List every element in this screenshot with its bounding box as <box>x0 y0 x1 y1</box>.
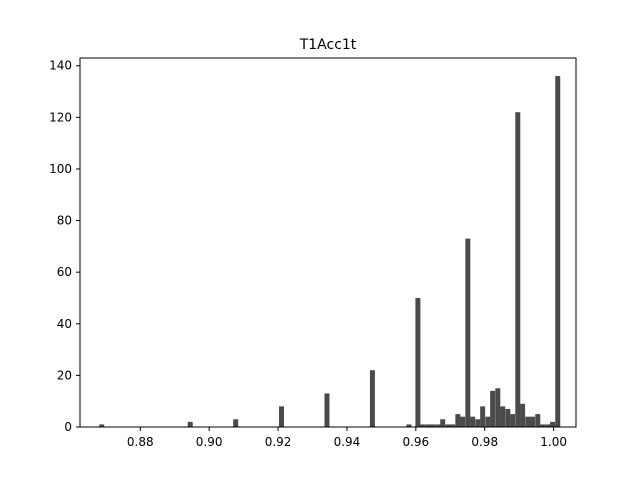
histogram-bar <box>460 416 466 427</box>
histogram-bar <box>485 416 491 427</box>
histogram-bar <box>279 406 284 427</box>
x-tick-label: 0.92 <box>265 435 292 449</box>
histogram-bar <box>415 297 421 427</box>
x-tick-label: 0.94 <box>334 435 361 449</box>
histogram-bar <box>475 419 481 427</box>
y-axis-ticks: 0 20 40 60 80 100 120 140 <box>49 59 80 434</box>
histogram-bar <box>99 424 105 427</box>
histogram-bar <box>525 416 531 427</box>
histogram-bar <box>324 393 330 427</box>
histogram-bar <box>470 416 476 427</box>
x-axis-ticks: 0.88 0.90 0.92 0.94 0.96 0.98 1.00 <box>127 427 567 449</box>
histogram-bar <box>369 370 375 427</box>
histogram-bar <box>233 419 239 427</box>
histogram-bar <box>480 406 486 427</box>
x-tick-label: 0.98 <box>471 435 498 449</box>
histogram-bar <box>450 424 456 427</box>
chart-title: T1Acc1t <box>299 37 357 53</box>
x-tick-label: 0.90 <box>196 435 223 449</box>
histogram-bar <box>510 414 516 427</box>
x-tick-label: 0.88 <box>127 435 154 449</box>
x-tick-label: 0.96 <box>402 435 429 449</box>
y-tick-label: 60 <box>57 265 72 279</box>
y-tick-label: 20 <box>57 368 72 382</box>
y-tick-label: 140 <box>49 59 72 73</box>
histogram-bar <box>530 416 536 427</box>
histogram-bar <box>420 424 426 427</box>
histogram-bar <box>505 408 511 427</box>
y-tick-label: 100 <box>49 162 72 176</box>
histogram-bar <box>425 424 431 427</box>
y-tick-label: 80 <box>57 214 72 228</box>
y-tick-label: 40 <box>57 317 72 331</box>
histogram-bar <box>490 390 496 427</box>
histogram-bar <box>535 414 541 427</box>
histogram-bar <box>520 403 526 427</box>
histogram-bar <box>406 424 412 427</box>
histogram-bar <box>540 424 546 427</box>
histogram-bar <box>552 424 558 427</box>
histogram-bar <box>550 421 556 427</box>
histogram-bar <box>495 388 501 427</box>
histogram-bar <box>555 76 561 427</box>
x-tick-label: 1.00 <box>540 435 567 449</box>
histogram-bar <box>455 414 461 427</box>
y-tick-label: 0 <box>64 420 72 434</box>
histogram-bar <box>430 424 436 427</box>
histogram-bar <box>187 421 193 427</box>
histogram-bar <box>445 424 451 427</box>
histogram-bar <box>545 424 551 427</box>
y-tick-label: 120 <box>49 110 72 124</box>
histogram-bar <box>515 112 521 427</box>
histogram-bar <box>465 238 471 427</box>
bars-group <box>99 76 561 427</box>
histogram-bar <box>440 419 446 427</box>
histogram-bar <box>435 424 441 427</box>
histogram-bar <box>500 406 506 427</box>
plot-frame <box>79 57 577 428</box>
